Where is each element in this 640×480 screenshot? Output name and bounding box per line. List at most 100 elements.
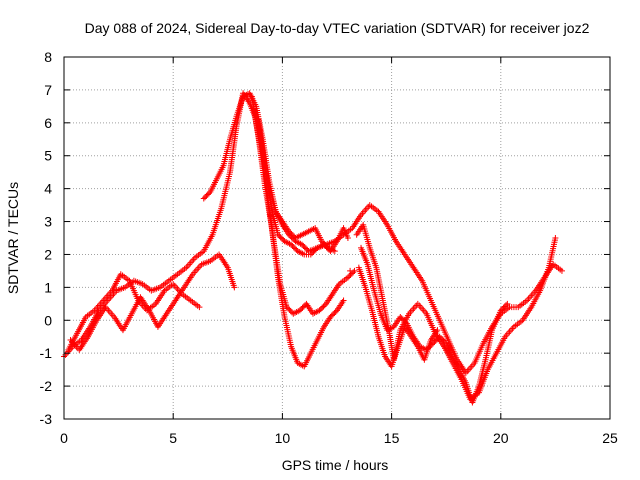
data-point [497,307,504,314]
data-point [300,242,307,249]
series-isolated [347,267,354,274]
data-point [320,239,327,246]
data-point [344,274,351,281]
data-point [276,233,283,240]
data-point [328,312,335,319]
data-point [200,195,207,202]
x-tick-label: 25 [602,430,618,446]
data-point [298,306,305,313]
data-point [302,245,309,252]
data-point [437,335,444,342]
data-point [310,248,317,255]
data-point [202,194,209,201]
data-point [399,316,406,323]
data-point [290,244,297,251]
y-tick-label: 1 [44,279,52,295]
data-point [204,191,211,198]
data-point [440,337,447,344]
data-point [307,251,314,258]
data-point [288,231,295,238]
data-point [401,317,408,324]
data-point [398,315,405,322]
y-tick-label: 3 [44,214,52,230]
data-point [206,190,213,197]
data-point [316,307,323,314]
series-track-10 [200,90,338,255]
data-point [331,248,338,255]
data-point [309,250,316,257]
x-tick-label: 10 [275,430,291,446]
series-track-3 [67,251,238,353]
series-track-8 [358,244,511,406]
data-point [331,310,338,317]
data-point [340,297,347,304]
y-tick-label: -1 [40,345,53,361]
plot-frame [63,56,611,420]
data-point [288,241,295,248]
data-point [292,245,299,252]
x-tick-label: 5 [169,430,177,446]
data-point [231,284,238,291]
data-point [289,232,296,239]
data-point [277,234,284,241]
data-point [346,273,353,280]
data-point [203,192,210,199]
data-point [432,337,439,344]
data-points [61,90,565,406]
data-point [283,304,290,311]
data-point [441,338,448,345]
data-point [311,247,318,254]
data-point [296,307,303,314]
data-point [285,305,292,312]
y-tick-label: 5 [44,148,52,164]
data-point [434,336,441,343]
data-point [275,231,282,238]
data-point [501,303,508,310]
data-point [552,235,559,241]
chart-title: Day 088 of 2024, Sidereal Day-to-day VTE… [85,20,590,36]
data-point [300,303,307,310]
x-tick-label: 20 [493,430,509,446]
y-tick-label: -2 [40,378,53,394]
data-point [558,267,565,274]
data-point [504,300,511,307]
data-point [344,235,351,241]
x-tick-label: 15 [384,430,400,446]
y-tick-label: 2 [44,246,52,262]
data-point [319,304,326,311]
data-point [278,235,285,242]
y-tick-label: 7 [44,82,52,98]
axis-ticks: 0 5 10 15 20 25 -3 -2 -1 0 1 2 3 4 5 6 7 8 [40,49,618,446]
data-point [286,306,293,313]
data-point [285,228,292,235]
data-point [430,340,437,347]
data-point [287,308,294,315]
y-tick-label: 0 [44,312,52,328]
data-point [317,306,324,313]
data-point [322,242,329,249]
data-point [196,304,203,311]
data-point [434,327,441,334]
y-tick-label: -3 [40,411,53,427]
data-point [327,313,334,320]
data-point [499,306,506,313]
data-point [347,267,354,274]
y-axis-label: SDTVAR / TECUs [5,182,21,294]
data-point [321,240,328,247]
x-axis-label: GPS time / hours [282,457,389,473]
data-point [436,333,443,340]
data-point [503,302,510,309]
y-tick-label: 4 [44,181,52,197]
data-point [301,244,308,251]
y-tick-label: 6 [44,115,52,131]
data-point [299,241,306,248]
data-point [318,238,325,245]
y-tick-label: 8 [44,49,52,65]
data-point [439,336,446,343]
data-point [287,229,294,236]
series-track-9 [355,264,441,370]
grid [64,57,610,419]
data-point [289,242,296,249]
data-point [350,269,357,276]
